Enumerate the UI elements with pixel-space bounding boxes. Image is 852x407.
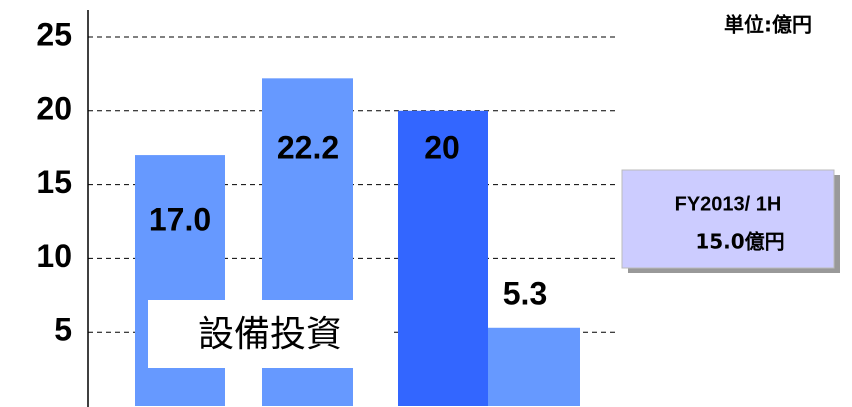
bar — [488, 327, 580, 406]
series-label-box — [148, 300, 392, 368]
note-line: FY2013/ 1H — [675, 193, 782, 215]
bar — [398, 110, 488, 407]
y-tick-label: 15 — [36, 164, 72, 200]
y-tick-label: 5 — [54, 312, 72, 348]
y-tick-label: 20 — [36, 90, 72, 126]
y-tick-label: 10 — [36, 238, 72, 274]
series-label: 設備投資 — [198, 314, 342, 355]
value-label: 5.3 — [503, 275, 547, 311]
note-box — [621, 169, 835, 269]
note-line: 15.0億円 — [695, 230, 784, 254]
value-label: 20 — [424, 129, 460, 165]
value-label: 17.0 — [149, 201, 211, 237]
y-tick-label: 25 — [36, 16, 72, 52]
value-label: 22.2 — [277, 129, 339, 165]
unit-label: 単位:億円 — [724, 13, 812, 37]
bar — [135, 155, 225, 406]
